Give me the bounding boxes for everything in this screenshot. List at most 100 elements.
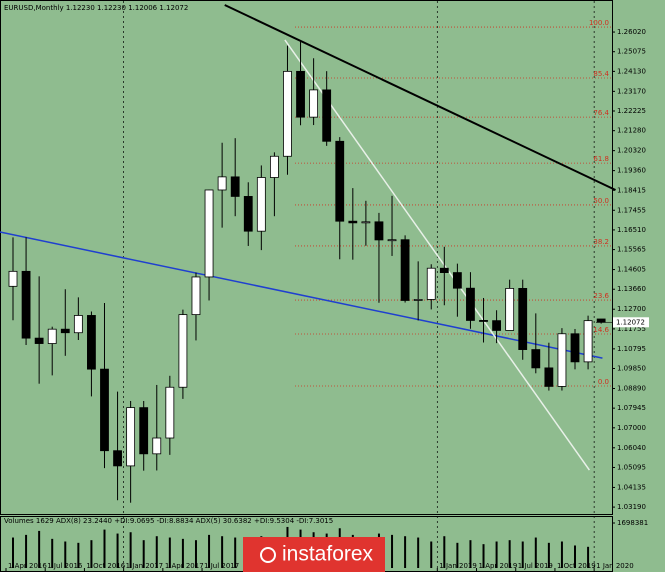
x-tick-label: 1 Apr 2016: [8, 562, 47, 570]
fibo-label: 23.6: [593, 292, 609, 300]
candle-body: [596, 318, 606, 323]
candle-body: [165, 386, 175, 439]
candle-body: [283, 70, 292, 157]
candle-body: [557, 333, 567, 387]
x-tick-label: 1 Apr 2017: [165, 562, 204, 570]
y-tick-label: 1.25075: [617, 48, 646, 56]
candle-body: [322, 89, 332, 142]
candle-body: [492, 320, 501, 331]
y-tick-label: 1.05095: [617, 463, 646, 471]
candle-body: [479, 320, 488, 322]
candle-body: [178, 314, 188, 388]
y-tick-label: 1.03190: [617, 503, 646, 511]
candle-body: [34, 337, 44, 344]
fibo-label: 85.4: [593, 70, 609, 78]
x-tick-label: 1 Oct 2016: [86, 562, 125, 570]
y-tick-label: 1.13660: [617, 285, 646, 293]
fibo-label: 50.0: [593, 197, 609, 205]
candle-body: [335, 140, 345, 222]
candle-body: [60, 328, 70, 334]
candle-body: [309, 89, 319, 118]
candle-body: [8, 270, 18, 287]
chart-header: EURUSD,Monthly 1.12230 1.12230 1.12006 1…: [4, 4, 188, 12]
plot-frame: [0, 0, 613, 515]
candle-body: [152, 437, 162, 455]
trendline: [284, 39, 590, 471]
candle-body: [21, 270, 31, 339]
fibo-label: 38.2: [593, 238, 609, 246]
fibo-label: 76.4: [593, 109, 609, 117]
candle-body: [452, 272, 462, 289]
candle-body: [217, 176, 227, 191]
candle-body: [139, 407, 149, 455]
y-tick-label: 1.24130: [617, 67, 646, 75]
y-tick-label: 1.18415: [617, 186, 646, 194]
candle-body: [413, 299, 423, 301]
candle-body: [296, 70, 305, 118]
x-tick-label: 1 Apr 2019: [479, 562, 518, 570]
candle-body: [361, 221, 371, 224]
candle-body: [204, 189, 214, 278]
current-price-label: 1.12072: [616, 318, 645, 326]
logo-text: instaforex: [282, 543, 374, 566]
x-tick-label: 1 Oct 2019: [557, 562, 596, 570]
candle-body: [100, 368, 109, 452]
y-tick-label: 1.07000: [617, 424, 646, 432]
candle-body: [113, 450, 122, 467]
y-tick-label: 1.17455: [617, 206, 646, 214]
volume-tick-label: 1698381: [617, 519, 648, 527]
y-tick-label: 1.15565: [617, 246, 646, 254]
candle-body: [400, 239, 410, 301]
y-tick-label: 1.23170: [617, 87, 646, 95]
candle-body: [47, 328, 57, 344]
y-tick-label: 1.04135: [617, 483, 646, 491]
fibo-label: 14.6: [593, 326, 609, 334]
candle-body: [505, 287, 515, 331]
candle-body: [191, 276, 201, 316]
candle-body: [583, 320, 593, 363]
y-tick-label: 1.07945: [617, 404, 646, 412]
y-tick-label: 1.09850: [617, 365, 646, 373]
fibo-label: 61.8: [593, 155, 609, 163]
fibo-label: 0.0: [598, 378, 609, 386]
x-tick-label: 1 Jan 2020: [596, 562, 634, 570]
y-tick-label: 1.12700: [617, 305, 646, 313]
y-tick-label: 1.21280: [617, 127, 646, 135]
current-price-box: [613, 317, 649, 328]
y-tick-label: 1.10795: [617, 345, 646, 353]
trendline: [0, 231, 603, 359]
candle-body: [87, 315, 96, 370]
y-tick-label: 1.22225: [617, 107, 646, 115]
candle-body: [256, 177, 266, 232]
candle-body: [348, 220, 358, 224]
y-tick-label: 1.26020: [617, 28, 646, 36]
candle-body: [439, 267, 449, 273]
candle-body: [570, 333, 580, 363]
y-tick-label: 1.19360: [617, 167, 646, 175]
candle-body: [518, 287, 528, 350]
logo-icon: [260, 547, 276, 563]
candle-body: [73, 315, 83, 334]
candle-body: [243, 196, 253, 232]
candle-body: [426, 267, 436, 300]
candle-body: [269, 155, 279, 178]
y-tick-label: 1.16510: [617, 226, 646, 234]
y-tick-label: 1.14605: [617, 266, 646, 274]
y-tick-label: 1.08890: [617, 384, 646, 392]
candle-body: [466, 287, 475, 321]
logo-box: [243, 537, 385, 572]
candle-body: [544, 367, 554, 387]
volume-label: Volumes 1629 ADX(8) 23.2440 +DI:9.0695 -…: [4, 517, 333, 525]
y-tick-label: 1.11755: [617, 325, 646, 333]
candle-body: [531, 349, 541, 369]
trendline: [224, 4, 616, 191]
candle-body: [126, 407, 136, 467]
candle-body: [230, 176, 240, 197]
y-tick-label: 1.06040: [617, 444, 646, 452]
candle-body: [387, 239, 397, 242]
candle-body: [374, 221, 384, 241]
y-tick-label: 1.20320: [617, 147, 646, 155]
